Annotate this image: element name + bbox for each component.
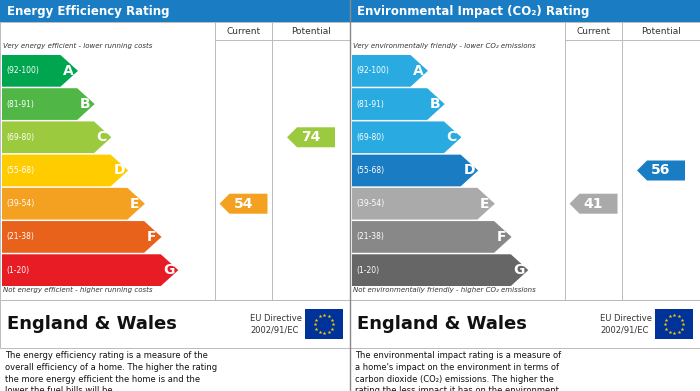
Text: B: B <box>430 97 440 111</box>
Text: (69-80): (69-80) <box>356 133 384 142</box>
Text: 41: 41 <box>584 197 603 211</box>
Text: Not environmentally friendly - higher CO₂ emissions: Not environmentally friendly - higher CO… <box>353 287 536 293</box>
Text: Not energy efficient - higher running costs: Not energy efficient - higher running co… <box>3 287 153 293</box>
Text: (39-54): (39-54) <box>6 199 34 208</box>
Text: Environmental Impact (CO₂) Rating: Environmental Impact (CO₂) Rating <box>357 5 589 18</box>
Polygon shape <box>2 122 111 153</box>
Text: The environmental impact rating is a measure of
a home's impact on the environme: The environmental impact rating is a mea… <box>355 351 561 391</box>
Text: A: A <box>63 64 74 78</box>
Text: (92-100): (92-100) <box>356 66 389 75</box>
Text: (39-54): (39-54) <box>356 199 384 208</box>
Text: EU Directive
2002/91/EC: EU Directive 2002/91/EC <box>250 314 302 334</box>
Text: (55-68): (55-68) <box>6 166 34 175</box>
Bar <box>350 22 700 300</box>
Bar <box>0 22 350 300</box>
Text: F: F <box>147 230 156 244</box>
Text: G: G <box>514 263 525 277</box>
Text: (81-91): (81-91) <box>6 100 34 109</box>
Text: (21-38): (21-38) <box>6 232 34 241</box>
Text: D: D <box>113 163 125 178</box>
Text: England & Wales: England & Wales <box>357 315 527 333</box>
Text: (81-91): (81-91) <box>356 100 384 109</box>
Text: G: G <box>164 263 175 277</box>
Polygon shape <box>570 194 617 214</box>
Text: 56: 56 <box>651 163 671 178</box>
Bar <box>655 309 693 339</box>
Polygon shape <box>2 188 145 220</box>
Text: A: A <box>413 64 424 78</box>
Text: (69-80): (69-80) <box>6 133 34 142</box>
Text: 74: 74 <box>301 130 321 144</box>
Polygon shape <box>352 155 478 187</box>
Text: Potential: Potential <box>291 27 331 36</box>
Text: (55-68): (55-68) <box>356 166 384 175</box>
Text: (92-100): (92-100) <box>6 66 39 75</box>
Polygon shape <box>2 221 162 253</box>
Text: 54: 54 <box>234 197 253 211</box>
Text: Potential: Potential <box>641 27 681 36</box>
Polygon shape <box>220 194 267 214</box>
Polygon shape <box>352 122 461 153</box>
Bar <box>305 309 343 339</box>
Text: B: B <box>80 97 90 111</box>
Polygon shape <box>287 127 335 147</box>
Bar <box>0 300 350 348</box>
Text: F: F <box>497 230 506 244</box>
Text: The energy efficiency rating is a measure of the
overall efficiency of a home. T: The energy efficiency rating is a measur… <box>5 351 217 391</box>
Bar <box>350 0 700 22</box>
Polygon shape <box>2 155 128 187</box>
Text: D: D <box>463 163 475 178</box>
Polygon shape <box>352 55 428 87</box>
Text: Current: Current <box>576 27 610 36</box>
Polygon shape <box>352 88 444 120</box>
Text: Very environmentally friendly - lower CO₂ emissions: Very environmentally friendly - lower CO… <box>353 43 536 49</box>
Polygon shape <box>352 188 495 220</box>
Text: England & Wales: England & Wales <box>7 315 177 333</box>
Polygon shape <box>352 254 528 286</box>
Text: Current: Current <box>226 27 260 36</box>
Text: (21-38): (21-38) <box>356 232 384 241</box>
Text: C: C <box>97 130 107 144</box>
Polygon shape <box>2 88 94 120</box>
Text: (1-20): (1-20) <box>356 265 379 274</box>
Bar <box>0 0 350 22</box>
Text: Energy Efficiency Rating: Energy Efficiency Rating <box>7 5 169 18</box>
Text: C: C <box>447 130 457 144</box>
Bar <box>350 300 700 348</box>
Text: Very energy efficient - lower running costs: Very energy efficient - lower running co… <box>3 43 153 49</box>
Polygon shape <box>2 254 178 286</box>
Text: EU Directive
2002/91/EC: EU Directive 2002/91/EC <box>600 314 652 334</box>
Polygon shape <box>637 160 685 181</box>
Text: E: E <box>480 197 489 211</box>
Text: E: E <box>130 197 139 211</box>
Text: (1-20): (1-20) <box>6 265 29 274</box>
Polygon shape <box>2 55 78 87</box>
Polygon shape <box>352 221 512 253</box>
